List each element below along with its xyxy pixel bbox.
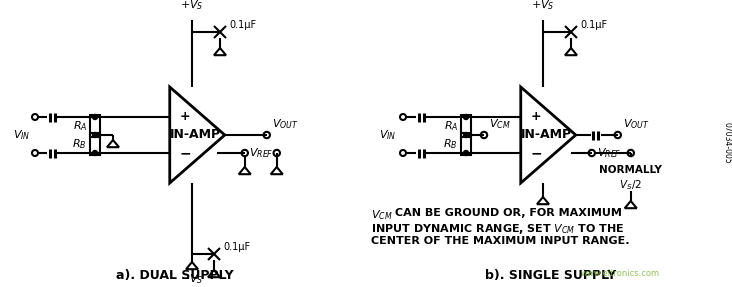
Text: CAN BE GROUND OR, FOR MAXIMUM: CAN BE GROUND OR, FOR MAXIMUM: [395, 208, 622, 218]
Bar: [461, 133, 471, 155]
Text: $-V_S$: $-V_S$: [180, 272, 203, 286]
Text: CENTER OF THE MAXIMUM INPUT RANGE.: CENTER OF THE MAXIMUM INPUT RANGE.: [371, 236, 630, 246]
Text: −: −: [531, 146, 542, 160]
Text: $V_S/2$: $V_S/2$: [619, 178, 642, 192]
Text: INPUT DYNAMIC RANGE, SET $V_{CM}$ TO THE: INPUT DYNAMIC RANGE, SET $V_{CM}$ TO THE: [371, 222, 624, 236]
Text: $V_{IN}$: $V_{IN}$: [13, 128, 31, 142]
Circle shape: [463, 150, 468, 156]
Circle shape: [92, 150, 97, 156]
Text: a). DUAL SUPPLY: a). DUAL SUPPLY: [116, 269, 234, 282]
Text: $+V_S$: $+V_S$: [180, 0, 203, 12]
Text: $V_{CM}$: $V_{CM}$: [371, 208, 392, 222]
Text: +: +: [180, 110, 190, 123]
Text: IN-AMP: IN-AMP: [169, 129, 220, 141]
Text: $R_A$: $R_A$: [444, 119, 458, 133]
Text: $R_B$: $R_B$: [444, 137, 458, 151]
Text: $R_B$: $R_B$: [72, 137, 87, 151]
Bar: [90, 115, 100, 137]
Text: IN-AMP: IN-AMP: [520, 129, 572, 141]
Text: $V_{OUT}$: $V_{OUT}$: [623, 117, 649, 131]
Text: $V_{REF}$: $V_{REF}$: [597, 146, 621, 160]
Text: $+V_S$: $+V_S$: [531, 0, 555, 12]
Text: www.eitronics.com: www.eitronics.com: [580, 269, 660, 278]
Text: $V_{REF}$: $V_{REF}$: [249, 146, 273, 160]
Text: +: +: [531, 110, 542, 123]
Circle shape: [463, 115, 468, 119]
Bar: [461, 115, 471, 137]
Circle shape: [463, 133, 468, 137]
Text: $V_{OUT}$: $V_{OUT}$: [272, 117, 299, 131]
Bar: [90, 133, 100, 155]
Text: $V_{CM}$: $V_{CM}$: [489, 117, 510, 131]
Text: −: −: [180, 146, 191, 160]
Text: $V_{IN}$: $V_{IN}$: [379, 128, 397, 142]
Text: $R_A$: $R_A$: [72, 119, 87, 133]
Circle shape: [92, 133, 97, 137]
Text: 0.1μF: 0.1μF: [580, 20, 607, 30]
Text: 07034-005: 07034-005: [722, 122, 731, 164]
Circle shape: [92, 115, 97, 119]
Text: 0.1μF: 0.1μF: [223, 242, 250, 252]
Text: 0.1μF: 0.1μF: [229, 20, 256, 30]
Text: b). SINGLE SUPPLY: b). SINGLE SUPPLY: [485, 269, 616, 282]
Text: NORMALLY: NORMALLY: [600, 165, 662, 175]
